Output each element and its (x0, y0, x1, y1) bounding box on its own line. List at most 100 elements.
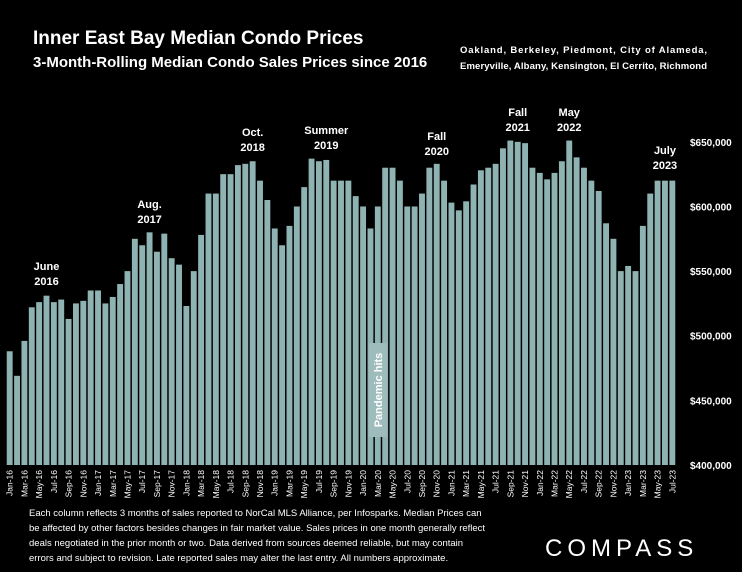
x-tick-label: Mar-22 (550, 470, 560, 497)
bar (315, 161, 322, 466)
x-tick-label: Mar-16 (19, 470, 29, 497)
bar (485, 167, 492, 465)
annotation: 2016 (34, 276, 58, 288)
y-tick-label: $650,000 (690, 138, 732, 149)
x-tick-label: May-22 (564, 470, 574, 499)
region-list: Emeryville, Albany, Kensington, El Cerri… (460, 61, 707, 72)
bar (28, 307, 35, 465)
annotation: June (34, 261, 60, 273)
annotation: 2021 (505, 122, 529, 134)
bar (139, 245, 146, 465)
annotation: Fall (427, 131, 446, 143)
bar (279, 245, 286, 465)
x-tick-label: Jul-20 (402, 470, 412, 493)
bar (536, 172, 543, 465)
x-tick-label: Jul-18 (226, 470, 236, 493)
bar (411, 206, 418, 465)
bar (544, 179, 551, 465)
annotation: 2019 (314, 140, 338, 152)
bar (639, 225, 646, 465)
x-tick-label: Jan-21 (446, 470, 456, 496)
bar (441, 180, 448, 465)
x-tick-label: Sep-18 (240, 470, 250, 498)
bar (293, 206, 300, 465)
bar (374, 206, 381, 465)
annotation: 2022 (557, 122, 581, 134)
bar (257, 180, 263, 465)
bar (500, 148, 506, 465)
bar (190, 271, 197, 465)
annotation-box (368, 343, 387, 437)
x-tick-label: Sep-21 (505, 470, 515, 498)
annotation: 2020 (424, 146, 448, 158)
x-tick-label: May-20 (388, 470, 398, 499)
bar (632, 271, 639, 465)
y-tick-label: $400,000 (690, 461, 732, 472)
x-tick-label: Jul-21 (491, 470, 501, 493)
bar (477, 170, 484, 466)
bar (352, 196, 359, 465)
bar (80, 300, 87, 465)
annotation: 2018 (240, 142, 264, 154)
footnote: errors and subject to revision. Late rep… (29, 553, 448, 564)
x-tick-label: May-21 (476, 470, 486, 499)
bar (492, 163, 499, 465)
x-tick-label: Nov-19 (343, 470, 353, 498)
chart-title: Inner East Bay Median Condo Prices (33, 28, 363, 49)
bar (463, 201, 470, 466)
bar (198, 234, 205, 465)
bar (323, 159, 330, 465)
bar (507, 140, 514, 465)
bar (448, 202, 455, 465)
x-tick-label: Sep-20 (417, 470, 427, 498)
x-tick-label: Nov-17 (167, 470, 177, 498)
bar (286, 225, 293, 465)
x-tick-label: Sep-16 (64, 470, 74, 498)
x-tick-label: Nov-20 (432, 470, 442, 498)
x-tick-label: Jul-16 (49, 470, 59, 493)
bar (183, 306, 190, 465)
bar (610, 238, 617, 465)
bar (433, 163, 440, 465)
bar (573, 157, 580, 465)
bar (625, 265, 632, 465)
bar (205, 193, 212, 466)
x-tick-label: May-17 (122, 470, 132, 499)
bar (220, 174, 227, 465)
bar (146, 232, 153, 465)
annotation: 2023 (653, 160, 677, 172)
x-tick-label: Jan-18 (181, 470, 191, 496)
x-tick-label: May-19 (299, 470, 309, 499)
bar (212, 193, 219, 466)
bar (426, 167, 433, 465)
bar (161, 233, 168, 465)
x-tick-label: Jul-17 (137, 470, 147, 493)
bar (271, 228, 278, 465)
bar (102, 303, 109, 465)
bar (595, 190, 602, 465)
x-tick-label: Jul-23 (667, 470, 677, 493)
x-tick-label: Jan-23 (623, 470, 633, 496)
bar (603, 223, 609, 465)
x-tick-label: Mar-21 (461, 470, 471, 497)
x-tick-label: May-23 (653, 470, 663, 499)
bar (36, 302, 43, 465)
y-tick-label: $550,000 (690, 267, 732, 278)
bar (14, 375, 20, 465)
annotation: May (559, 107, 581, 119)
bar (470, 184, 477, 466)
x-tick-label: Jan-17 (93, 470, 103, 496)
footnote: be affected by other factors besides cha… (29, 523, 485, 534)
region-list: Oakland, Berkeley, Piedmont, City of Ala… (460, 45, 707, 56)
y-tick-label: $600,000 (690, 202, 732, 213)
bar (308, 158, 315, 465)
annotation: 2017 (137, 214, 161, 226)
x-tick-label: Mar-18 (196, 470, 206, 497)
bar (153, 251, 160, 465)
bar (419, 193, 425, 466)
bar (117, 284, 124, 465)
footnote: Each column reflects 3 months of sales r… (29, 508, 482, 519)
bar (65, 318, 72, 465)
bar (389, 167, 396, 465)
x-tick-label: Nov-21 (520, 470, 530, 498)
